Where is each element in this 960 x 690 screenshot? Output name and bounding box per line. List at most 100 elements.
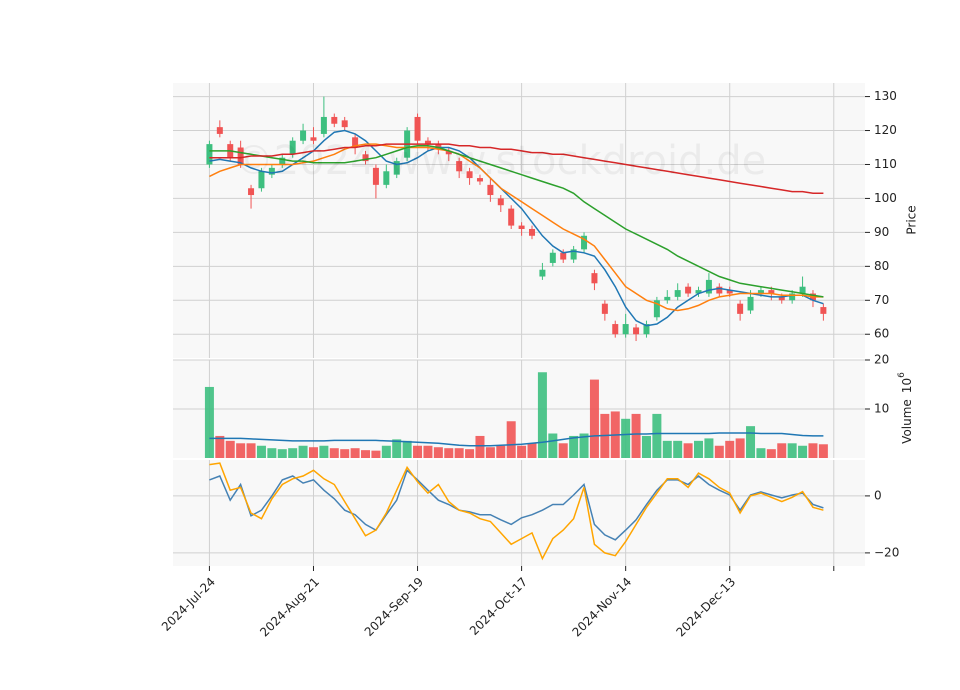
candle-body — [570, 249, 577, 260]
volume-bar — [704, 438, 714, 458]
volume-bar — [236, 443, 246, 458]
candle-body — [508, 208, 515, 226]
candle-body — [643, 324, 650, 335]
volume-bar — [808, 443, 818, 458]
volume-bar — [444, 448, 454, 458]
candle-body — [300, 130, 307, 141]
y-tick-label: 80 — [874, 259, 889, 273]
volume-label: Volume — [900, 399, 914, 444]
candle-body — [414, 116, 421, 141]
candle-body — [612, 324, 619, 335]
candle-body — [341, 120, 348, 128]
candle-body — [352, 137, 359, 148]
candle-body — [279, 157, 286, 165]
watermark: ©2024 www.stockdroid.de — [234, 138, 767, 184]
candle-body — [622, 324, 629, 335]
volume-bar — [246, 443, 256, 458]
volume-bar — [621, 418, 631, 458]
volume-bar — [423, 445, 433, 458]
volume-bar — [361, 450, 371, 458]
volume-bar — [392, 439, 402, 458]
line-series — [209, 468, 824, 541]
candle-body — [539, 269, 546, 277]
volume-bar — [579, 433, 589, 458]
volume-bar — [496, 445, 506, 458]
candle-body — [456, 161, 463, 172]
y-tick-label: 0 — [874, 488, 882, 502]
candle-body — [206, 144, 213, 165]
candle-body — [529, 228, 536, 236]
candle-body — [705, 279, 712, 294]
volume-bar — [714, 445, 724, 458]
line-series — [209, 129, 824, 327]
volume-bar — [319, 445, 329, 458]
candle-body — [789, 293, 796, 301]
candle-body — [497, 198, 504, 206]
volume-bar — [288, 448, 298, 458]
line-series — [209, 462, 824, 561]
candle-body — [664, 296, 671, 301]
y-tick-label: 130 — [874, 89, 897, 103]
volume-bar — [527, 443, 537, 458]
volume-bar — [381, 445, 391, 458]
volume-bar — [506, 421, 516, 458]
volume-bar — [787, 443, 797, 458]
volume-bar — [735, 438, 745, 458]
volume-bar — [694, 440, 704, 458]
line-series — [209, 143, 824, 195]
x-tick-label: 2024-Aug-21 — [257, 575, 322, 640]
volume-bar — [662, 440, 672, 458]
candle-body — [331, 116, 338, 124]
volume-bar — [756, 448, 766, 458]
candle-body — [560, 252, 567, 260]
line-series — [209, 432, 824, 447]
candle-body — [820, 307, 827, 314]
volume-bar — [204, 386, 214, 458]
volume-bar — [548, 433, 558, 458]
candle-body — [320, 116, 327, 134]
volume-bar — [777, 443, 787, 458]
candle-body — [716, 286, 723, 294]
candle-body — [726, 290, 733, 294]
candle-body — [778, 296, 785, 301]
candle-body — [466, 171, 473, 179]
offset-exponent: 6 — [897, 372, 907, 378]
volume-bar — [413, 445, 423, 458]
candle-body — [768, 290, 775, 294]
volume-bar — [402, 440, 412, 458]
candle-body — [424, 140, 431, 145]
candle-body — [248, 188, 255, 196]
y-tick-label: 60 — [874, 327, 889, 341]
volume-axis-label: Volume 106 — [897, 372, 914, 444]
volume-bar — [454, 448, 464, 458]
volume-bar — [340, 449, 350, 458]
candle-body — [737, 303, 744, 314]
x-tick-label: 2024-Dec-13 — [673, 575, 738, 640]
candle-body — [237, 147, 244, 165]
candle-body — [747, 296, 754, 311]
volume-bar — [818, 444, 828, 458]
candle-body — [289, 140, 296, 155]
volume-bar — [517, 445, 527, 458]
candle-body — [310, 137, 317, 141]
candle-body — [695, 290, 702, 294]
candle-body — [549, 252, 556, 263]
candle-body — [372, 167, 379, 185]
volume-bar — [641, 435, 651, 458]
candle-body — [487, 184, 494, 196]
volume-bar — [350, 448, 360, 458]
volume-bar — [558, 443, 568, 458]
candle-body — [216, 127, 223, 134]
candle-body — [445, 150, 452, 155]
volume-bar — [329, 448, 339, 458]
volume-bar — [673, 440, 683, 458]
candle-body — [518, 225, 525, 229]
candle-body — [362, 154, 369, 162]
volume-bar — [371, 450, 381, 458]
volume-bar — [631, 413, 641, 458]
y-tick-label: 110 — [874, 157, 897, 171]
volume-bar — [746, 426, 756, 458]
volume-bar — [569, 435, 579, 458]
volume-bar — [798, 445, 808, 458]
